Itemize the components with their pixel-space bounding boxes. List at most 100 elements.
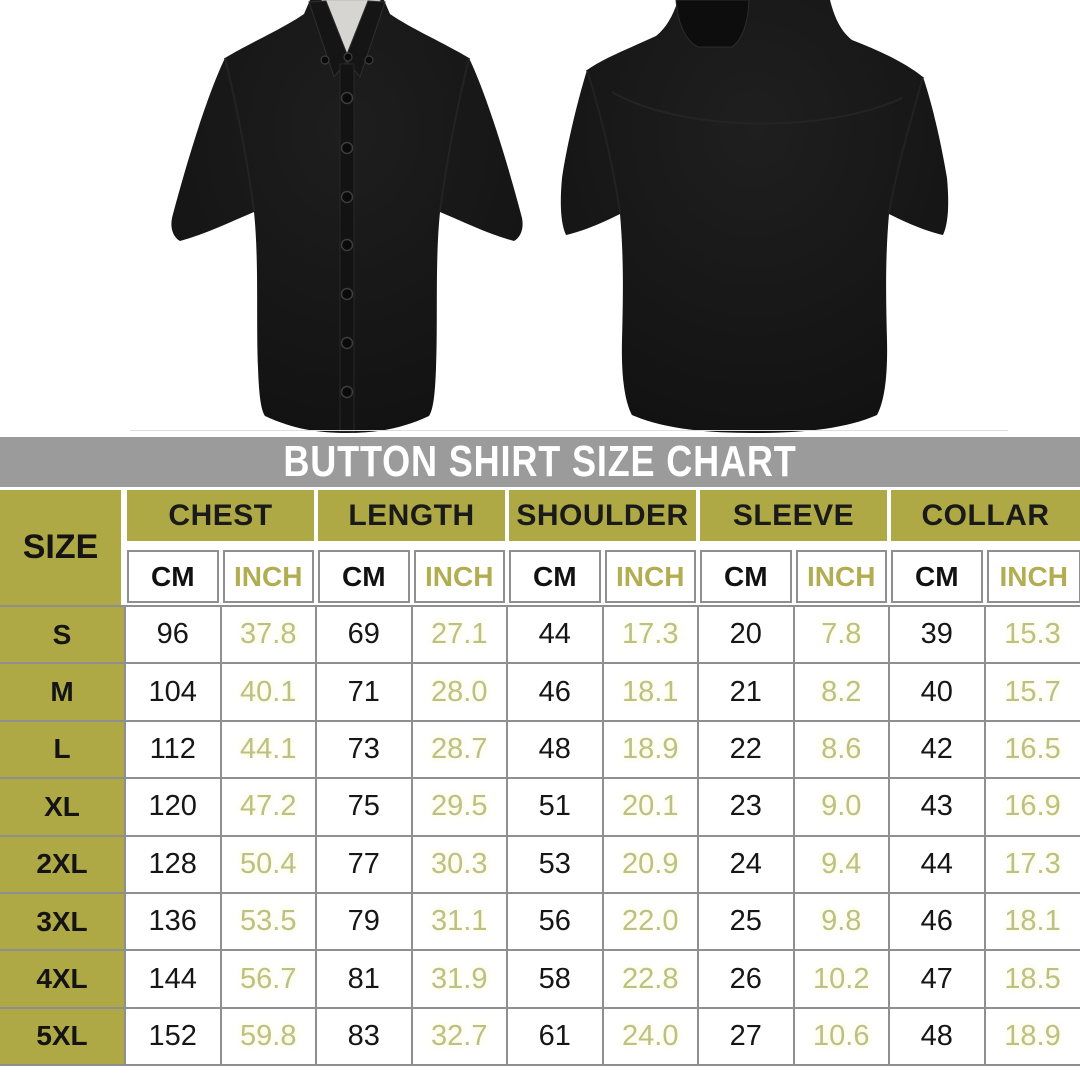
size-cell: L bbox=[0, 719, 126, 780]
cell: 40.1 bbox=[219, 662, 317, 722]
cell: 30.3 bbox=[410, 834, 508, 894]
cell: 23 bbox=[697, 777, 795, 837]
cell: 71 bbox=[315, 662, 413, 722]
cell: 20 bbox=[697, 604, 795, 665]
cell: 17.3 bbox=[601, 604, 699, 665]
unit-header-inch: INCH bbox=[795, 550, 887, 603]
cell: 47 bbox=[888, 949, 986, 1009]
unit-header-cm: CM bbox=[891, 550, 983, 603]
cell: 9.0 bbox=[792, 777, 890, 837]
cell: 28.0 bbox=[410, 662, 508, 722]
shirt-buttons bbox=[340, 91, 354, 399]
cell: 8.6 bbox=[792, 719, 890, 780]
cell: 56 bbox=[506, 891, 604, 952]
cell: 96 bbox=[124, 604, 222, 665]
cell: 44 bbox=[506, 604, 604, 665]
cell: 27.1 bbox=[410, 604, 508, 665]
unit-header-cm: CM bbox=[127, 550, 219, 603]
shirt-front-image bbox=[171, 0, 523, 433]
cell: 46 bbox=[888, 891, 986, 952]
cell: 22.8 bbox=[601, 949, 699, 1009]
size-chart-table: S 96 37.8 69 27.1 44 17.3 20 7.8 39 15.3… bbox=[0, 604, 1080, 1067]
cell: 18.5 bbox=[983, 949, 1080, 1009]
cell: 50.4 bbox=[219, 834, 317, 894]
cell: 77 bbox=[315, 834, 413, 894]
table-row-m: M 104 40.1 71 28.0 46 18.1 21 8.2 40 15.… bbox=[0, 662, 1080, 722]
cell: 31.9 bbox=[410, 949, 508, 1009]
cell: 24 bbox=[697, 834, 795, 894]
cell: 18.9 bbox=[983, 1006, 1080, 1067]
cell: 51 bbox=[506, 777, 604, 837]
table-row-xl: XL 120 47.2 75 29.5 51 20.1 23 9.0 43 16… bbox=[0, 777, 1080, 837]
cell: 46 bbox=[506, 662, 604, 722]
cell: 25 bbox=[697, 891, 795, 952]
cell: 75 bbox=[315, 777, 413, 837]
cell: 16.9 bbox=[983, 777, 1080, 837]
cell: 83 bbox=[315, 1006, 413, 1067]
cell: 26 bbox=[697, 949, 795, 1009]
cell: 7.8 bbox=[792, 604, 890, 665]
size-cell: 2XL bbox=[0, 834, 126, 894]
seam-left bbox=[586, 69, 621, 214]
cell: 44.1 bbox=[219, 719, 317, 780]
seam-left bbox=[224, 57, 255, 212]
cell: 58 bbox=[506, 949, 604, 1009]
cell: 144 bbox=[124, 949, 222, 1009]
cell: 20.9 bbox=[601, 834, 699, 894]
cell: 17.3 bbox=[983, 834, 1080, 894]
table-row-s: S 96 37.8 69 27.1 44 17.3 20 7.8 39 15.3 bbox=[0, 604, 1080, 665]
seam-right bbox=[888, 76, 924, 214]
cell: 8.2 bbox=[792, 662, 890, 722]
cell: 15.7 bbox=[983, 662, 1080, 722]
table-header: SIZE CHEST LENGTH SHOULDER SLEEVE COLLAR… bbox=[0, 488, 1080, 605]
unit-header-inch: INCH bbox=[413, 550, 505, 603]
cell: 9.8 bbox=[792, 891, 890, 952]
group-header-collar: COLLAR bbox=[891, 490, 1080, 541]
cell: 16.5 bbox=[983, 719, 1080, 780]
cell: 21 bbox=[697, 662, 795, 722]
cell: 10.2 bbox=[792, 949, 890, 1009]
unit-header-cm: CM bbox=[318, 550, 410, 603]
unit-header-inch: INCH bbox=[604, 550, 696, 603]
size-cell: M bbox=[0, 662, 126, 722]
cell: 120 bbox=[124, 777, 222, 837]
cell: 28.7 bbox=[410, 719, 508, 780]
size-cell: S bbox=[0, 604, 126, 665]
cell: 73 bbox=[315, 719, 413, 780]
shirt-back-silhouette bbox=[560, 0, 949, 433]
page-title: BUTTON SHIRT SIZE CHART bbox=[283, 437, 797, 486]
cell: 47.2 bbox=[219, 777, 317, 837]
cell: 15.3 bbox=[983, 604, 1080, 665]
cell: 20.1 bbox=[601, 777, 699, 837]
cell: 22.0 bbox=[601, 891, 699, 952]
cell: 29.5 bbox=[410, 777, 508, 837]
cell: 42 bbox=[888, 719, 986, 780]
cell: 48 bbox=[888, 1006, 986, 1067]
cell: 112 bbox=[124, 719, 222, 780]
cell: 48 bbox=[506, 719, 604, 780]
cell: 32.7 bbox=[410, 1006, 508, 1067]
cell: 10.6 bbox=[792, 1006, 890, 1067]
unit-header-inch: INCH bbox=[222, 550, 314, 603]
cell: 31.1 bbox=[410, 891, 508, 952]
cell: 44 bbox=[888, 834, 986, 894]
size-cell: 4XL bbox=[0, 949, 126, 1009]
size-cell: XL bbox=[0, 777, 126, 837]
cell: 59.8 bbox=[219, 1006, 317, 1067]
cell: 61 bbox=[506, 1006, 604, 1067]
cell: 27 bbox=[697, 1006, 795, 1067]
size-cell: 5XL bbox=[0, 1006, 126, 1067]
unit-header-cm: CM bbox=[509, 550, 601, 603]
cell: 37.8 bbox=[219, 604, 317, 665]
size-cell: 3XL bbox=[0, 891, 126, 952]
cell: 53 bbox=[506, 834, 604, 894]
cell: 56.7 bbox=[219, 949, 317, 1009]
cell: 152 bbox=[124, 1006, 222, 1067]
table-row-5xl: 5XL 152 59.8 83 32.7 61 24.0 27 10.6 48 … bbox=[0, 1006, 1080, 1067]
cell: 9.4 bbox=[792, 834, 890, 894]
shirt-back-image bbox=[560, 0, 949, 433]
cell: 18.1 bbox=[601, 662, 699, 722]
cell: 18.1 bbox=[983, 891, 1080, 952]
group-header-chest: CHEST bbox=[127, 490, 314, 541]
group-header-shoulder: SHOULDER bbox=[509, 490, 696, 541]
